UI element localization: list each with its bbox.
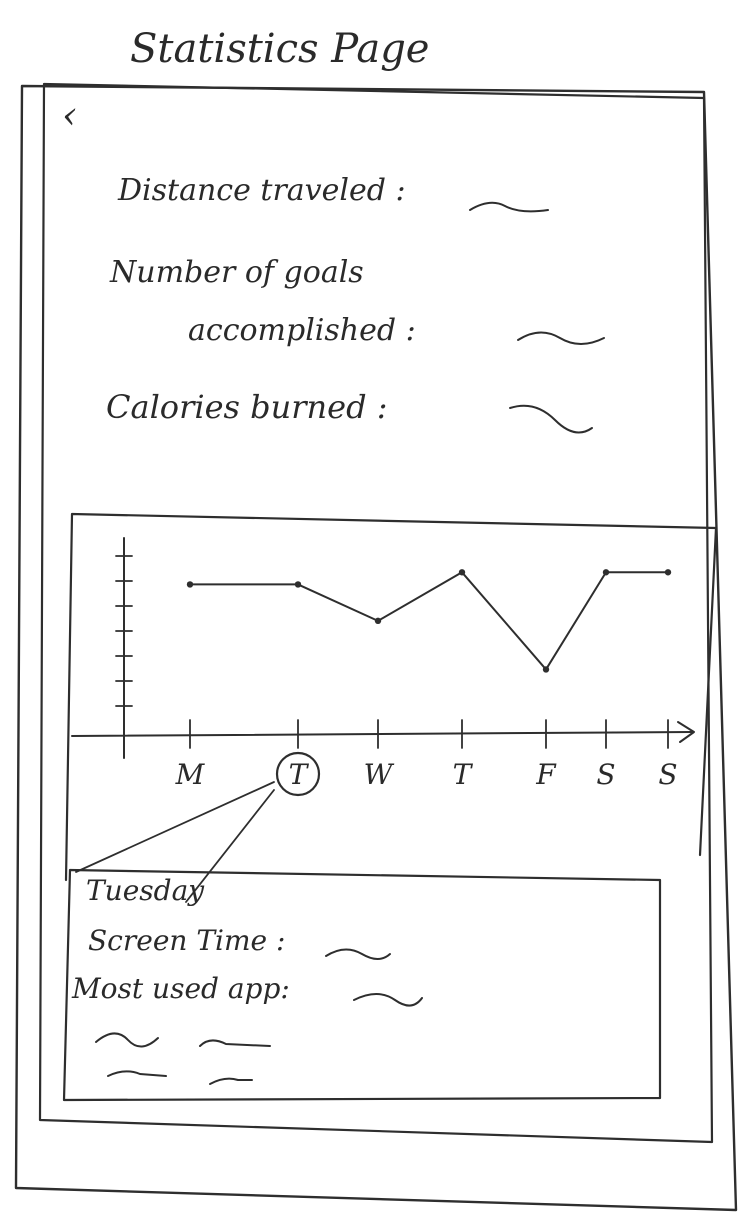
day-title: Tuesday	[86, 874, 205, 907]
goals-label-line2: accomplished :	[188, 313, 416, 348]
most-used-app-row: Most used app:	[71, 972, 423, 1007]
x-tick-label: S	[596, 758, 615, 791]
x-axis-arrow-icon	[677, 721, 695, 743]
calories-label: Calories burned :	[106, 388, 388, 426]
series-line	[189, 571, 669, 671]
back-button[interactable]: ‹	[62, 93, 77, 137]
callout-line-left	[75, 781, 275, 873]
goals-label-line1: Number of goals	[109, 255, 364, 290]
x-tick-label: T	[453, 758, 474, 791]
calories-row: Calories burned :	[106, 388, 593, 434]
back-chevron-icon: ‹	[62, 93, 77, 137]
placeholder-lines	[95, 1032, 271, 1085]
x-tick-label: W	[364, 758, 395, 791]
screen-time-row: Screen Time :	[88, 924, 391, 960]
x-tick-label: F	[535, 758, 557, 791]
x-tick-label[interactable]: T	[289, 758, 310, 791]
placeholder-squiggle-1	[95, 1032, 159, 1048]
goals-value-placeholder	[517, 331, 605, 345]
calories-value-placeholder	[509, 404, 593, 434]
data-point[interactable]	[664, 569, 672, 576]
data-point[interactable]	[294, 581, 302, 588]
day-detail-card: Tuesday Screen Time : Most used app:	[62, 868, 662, 1102]
placeholder-line-2	[199, 1039, 271, 1047]
data-point[interactable]	[458, 569, 466, 576]
distance-row: Distance traveled :	[117, 173, 549, 213]
data-point[interactable]	[602, 569, 610, 576]
screen-time-label: Screen Time :	[88, 924, 285, 957]
selected-day-circle[interactable]	[275, 751, 321, 797]
most-used-app-value-placeholder	[353, 993, 423, 1007]
data-point[interactable]	[374, 617, 382, 625]
placeholder-line-4	[209, 1077, 253, 1085]
distance-label: Distance traveled :	[117, 173, 406, 208]
callout-line-right	[185, 789, 275, 903]
series-points	[186, 569, 672, 673]
most-used-app-label: Most used app:	[71, 972, 290, 1005]
chart-panel-border	[64, 512, 718, 882]
y-axis-ticks	[115, 555, 133, 707]
page-title: Statistics Page	[130, 26, 429, 72]
stats-section: Distance traveled : Number of goals acco…	[106, 173, 605, 434]
x-tick-label: M	[175, 758, 206, 791]
placeholder-line-3	[107, 1070, 167, 1077]
data-point[interactable]	[542, 666, 550, 673]
x-tick-label: S	[658, 758, 677, 791]
x-axis-ticks	[189, 719, 669, 749]
distance-value-placeholder	[469, 201, 549, 213]
phone-frame-outer	[14, 84, 738, 1212]
x-axis-line	[71, 731, 693, 737]
data-point[interactable]	[186, 581, 194, 588]
goals-row: Number of goals accomplished :	[109, 255, 605, 348]
screen-time-value-placeholder	[325, 948, 391, 960]
day-detail-card-border	[62, 868, 662, 1102]
phone-frame-inner	[38, 82, 714, 1144]
